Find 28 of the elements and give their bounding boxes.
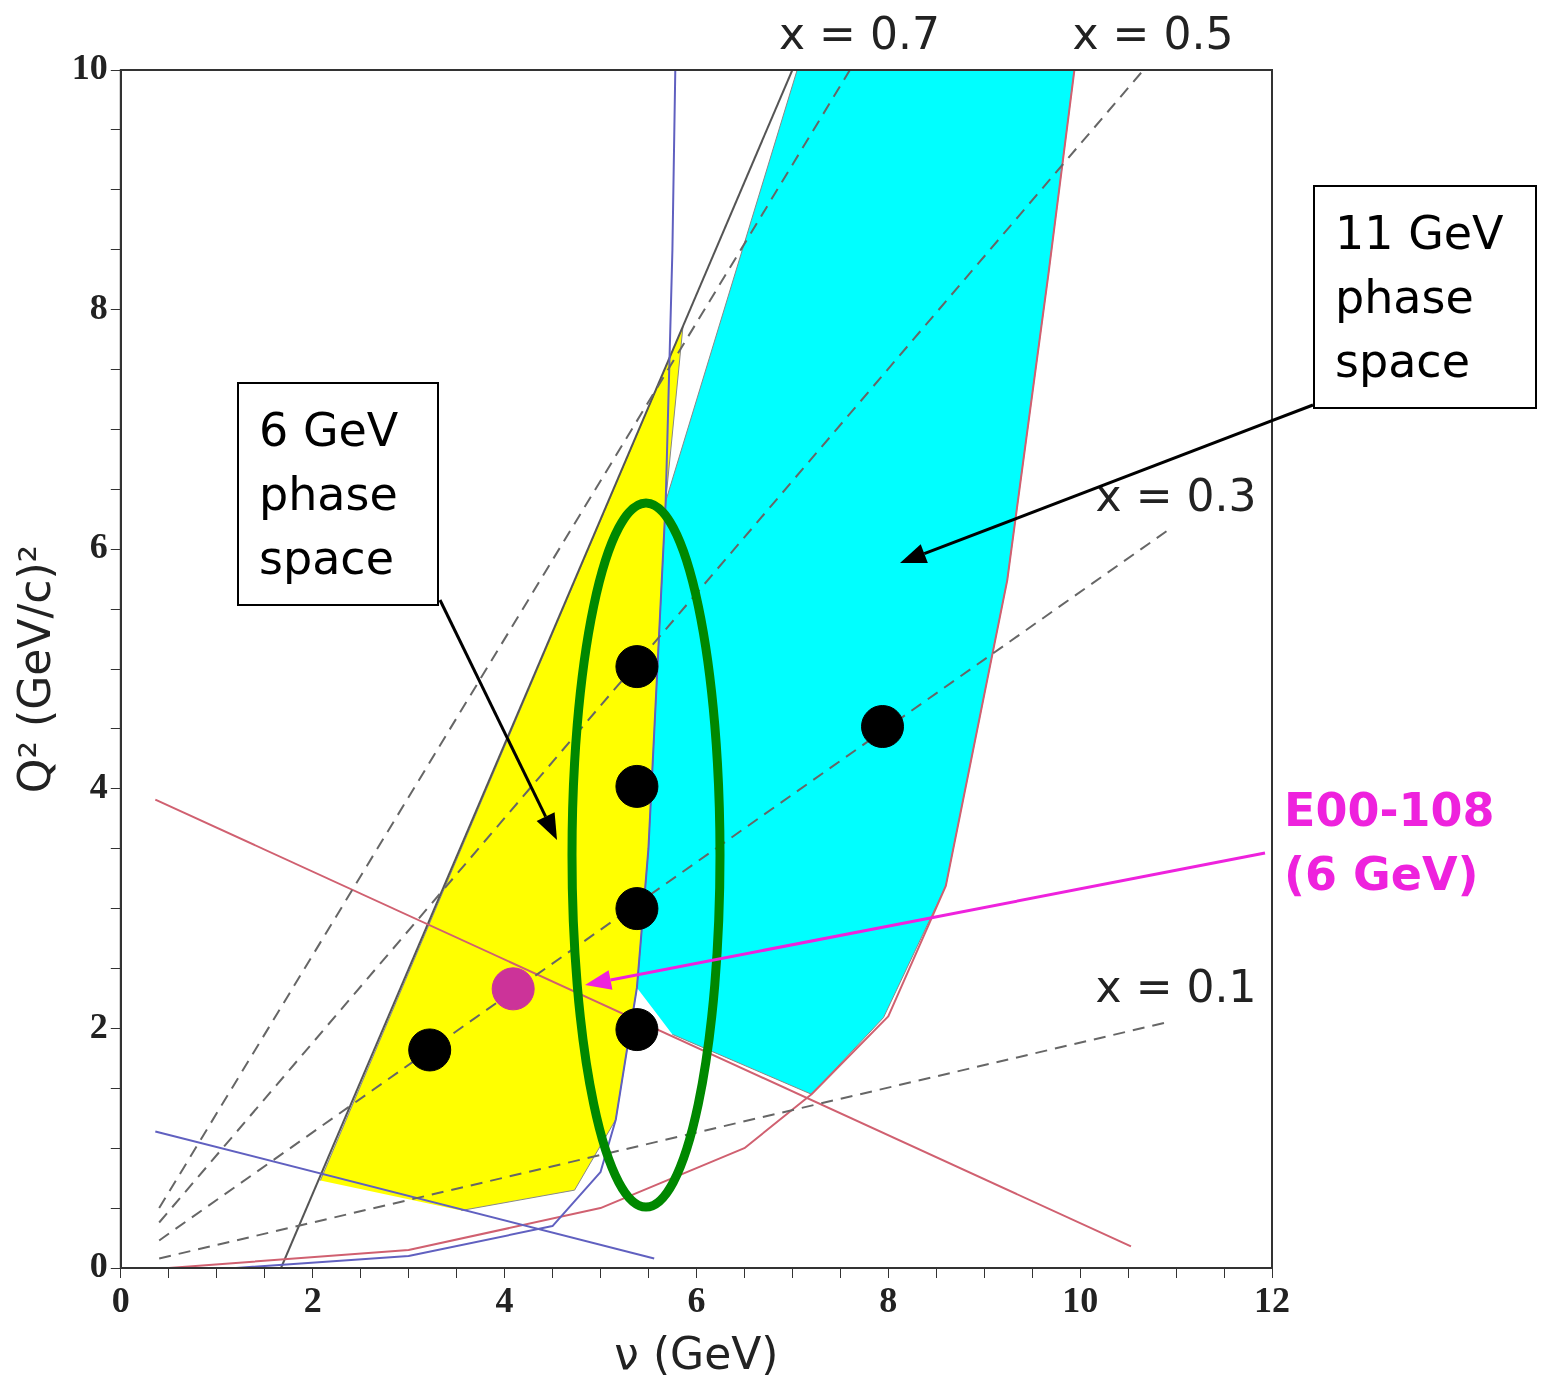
point xyxy=(615,764,659,808)
x-tick-label: 6 xyxy=(687,1279,706,1320)
point xyxy=(861,705,905,748)
y-tick-label: 10 xyxy=(71,47,108,88)
point xyxy=(615,1008,659,1052)
annotation: 6 GeV phase space xyxy=(237,382,439,606)
y-tick-label: 8 xyxy=(89,286,108,327)
y-tick-label: 6 xyxy=(89,526,108,567)
x-tick-label: 2 xyxy=(303,1279,322,1320)
x-tick-label: 10 xyxy=(1062,1279,1099,1320)
point xyxy=(491,967,535,1011)
series-label: x = 0.5 xyxy=(1072,8,1234,60)
x-tick-label: 8 xyxy=(879,1279,898,1320)
point xyxy=(615,887,659,931)
text: 11 GeV phase space xyxy=(1313,185,1537,409)
x-tick-label: 12 xyxy=(1254,1279,1290,1320)
y-tick-label: 0 xyxy=(89,1245,108,1286)
x-tick-label: 4 xyxy=(495,1279,514,1320)
series-label: x = 0.3 xyxy=(1095,469,1257,521)
point xyxy=(615,645,659,689)
y-tick-label: 2 xyxy=(89,1005,108,1046)
y-tick-label: 4 xyxy=(89,766,108,807)
y-axis-title: Q² (GeV/c)² xyxy=(8,544,60,794)
x-axis-title: ν (GeV) xyxy=(614,1328,779,1380)
series-label: x = 0.7 xyxy=(779,8,940,60)
text: E00-108 (6 GeV) xyxy=(1284,782,1496,903)
series-label: x = 0.1 xyxy=(1095,960,1257,1012)
point xyxy=(408,1028,452,1072)
